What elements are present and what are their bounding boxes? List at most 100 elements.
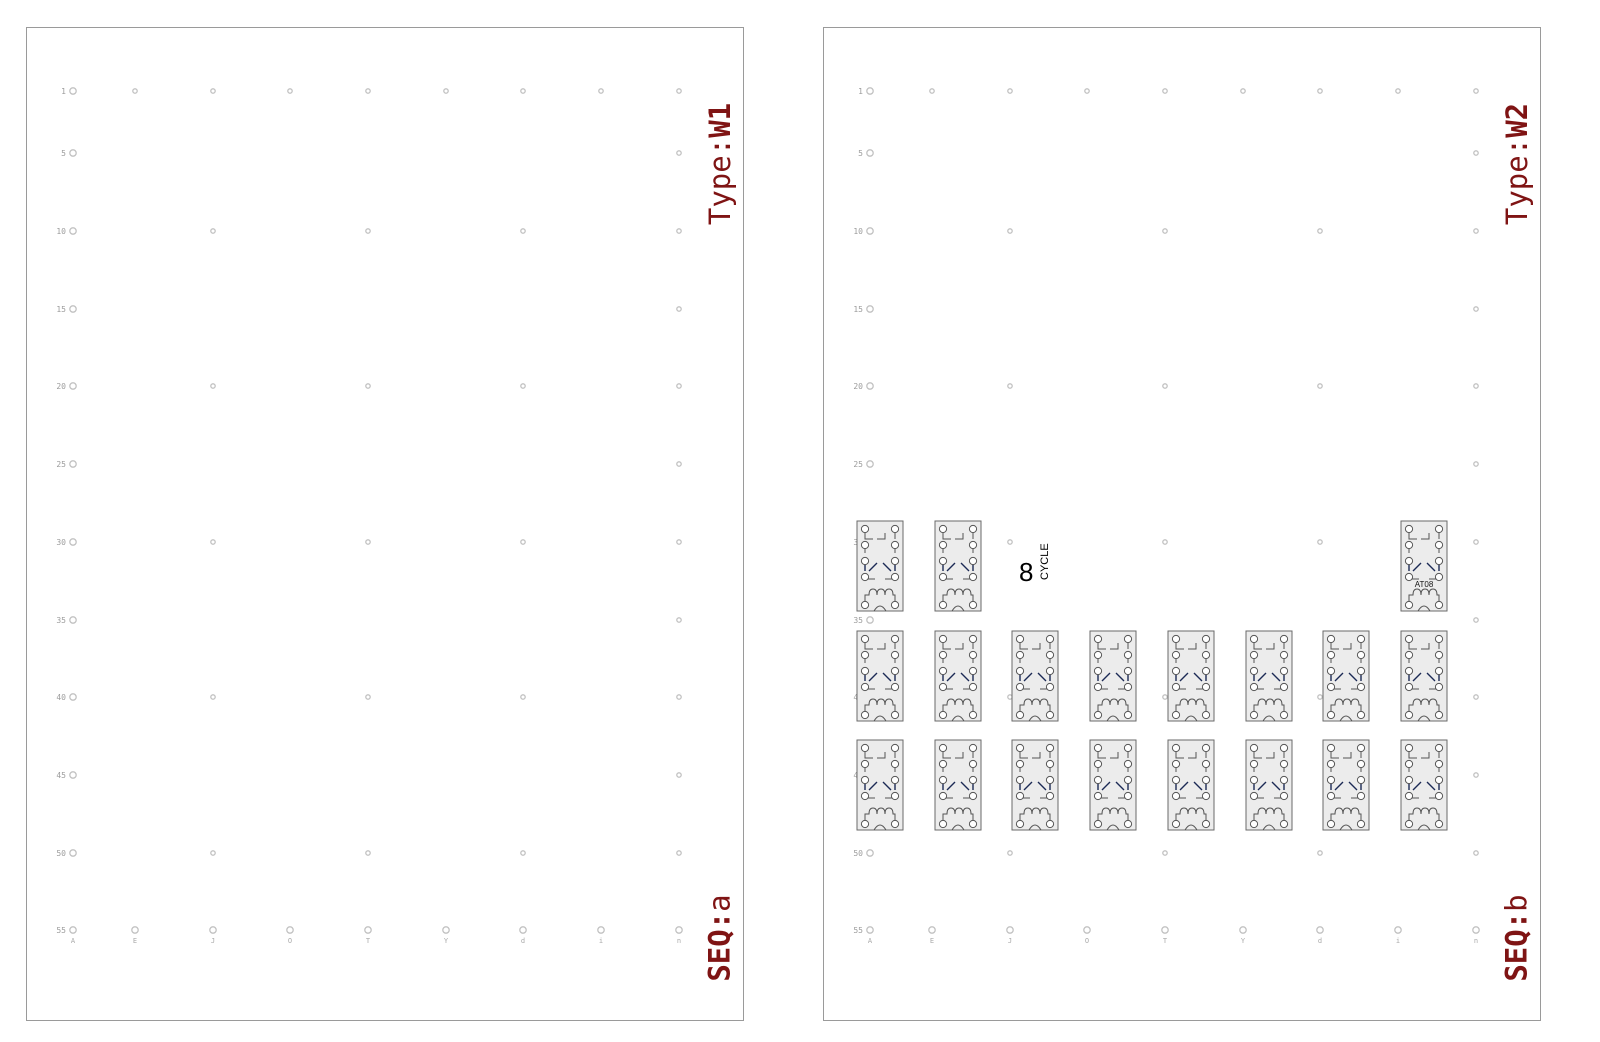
relay-pin bbox=[1326, 759, 1336, 769]
grid-hole bbox=[365, 694, 371, 700]
relay-pin bbox=[1249, 650, 1259, 660]
relay-pin bbox=[1404, 759, 1414, 769]
package-notch bbox=[1106, 824, 1120, 831]
relay-pin bbox=[938, 710, 948, 720]
relay-pin bbox=[1123, 759, 1133, 769]
row-label: 25 bbox=[56, 460, 66, 469]
relay-pin bbox=[1249, 666, 1259, 676]
type-key-b: Type: bbox=[1500, 137, 1535, 226]
contact-line bbox=[864, 752, 896, 759]
relay-pin bbox=[860, 710, 870, 720]
row-label: 5 bbox=[61, 149, 66, 158]
grid-hole bbox=[1161, 926, 1169, 934]
coil-symbol bbox=[864, 698, 896, 715]
row-label: 10 bbox=[56, 227, 66, 236]
relay-pin bbox=[1279, 682, 1289, 692]
grid-hole bbox=[365, 850, 371, 856]
relay-pin bbox=[1093, 791, 1103, 801]
coil-symbol bbox=[1019, 807, 1051, 824]
relay-pin bbox=[1249, 743, 1259, 753]
relay-pin bbox=[1045, 743, 1055, 753]
relay-pin bbox=[1045, 759, 1055, 769]
relay-pin bbox=[1093, 759, 1103, 769]
grid-hole bbox=[1317, 539, 1323, 545]
package-notch bbox=[873, 715, 887, 722]
relay-pin bbox=[1326, 743, 1336, 753]
contact-line bbox=[1097, 659, 1129, 663]
grid-hole bbox=[1317, 383, 1323, 389]
relay-pin bbox=[1249, 775, 1259, 785]
relay-pin bbox=[1249, 791, 1259, 801]
relay-pin bbox=[968, 682, 978, 692]
column-label: n bbox=[677, 937, 681, 945]
grid-hole bbox=[69, 87, 77, 95]
relay-pin bbox=[1123, 710, 1133, 720]
grid-hole bbox=[1317, 228, 1323, 234]
relay-body bbox=[934, 630, 982, 722]
cycle-annotation: 8 CYCLE bbox=[1019, 543, 1051, 587]
relay-pin bbox=[1123, 819, 1133, 829]
relay-pin bbox=[1201, 791, 1211, 801]
relay-pin bbox=[1045, 682, 1055, 692]
relay-pin bbox=[1279, 791, 1289, 801]
relay-pin bbox=[1279, 775, 1289, 785]
switch-arm bbox=[942, 561, 974, 572]
grid-hole bbox=[676, 539, 682, 545]
relay-pin bbox=[1201, 682, 1211, 692]
grid-hole bbox=[676, 694, 682, 700]
grid-hole bbox=[365, 383, 371, 389]
relay-pin bbox=[938, 524, 948, 534]
package-notch bbox=[1417, 605, 1431, 612]
grid-hole bbox=[210, 383, 216, 389]
relay-pin bbox=[1045, 775, 1055, 785]
type-key-a: Type: bbox=[703, 137, 738, 226]
relay-pin bbox=[1279, 666, 1289, 676]
relay-pin bbox=[1201, 819, 1211, 829]
relay-pin bbox=[1356, 666, 1366, 676]
relay-pin bbox=[1434, 540, 1444, 550]
switch-arm bbox=[1097, 671, 1129, 682]
relay-pin bbox=[890, 819, 900, 829]
relay-module bbox=[934, 520, 982, 612]
contact-line bbox=[1408, 768, 1440, 772]
grid-hole bbox=[866, 227, 874, 235]
seq-label-a: SEQ:a bbox=[703, 888, 737, 988]
package-notch bbox=[1106, 715, 1120, 722]
column-label: O bbox=[288, 937, 292, 945]
grid-hole bbox=[210, 88, 216, 94]
relay-body bbox=[856, 520, 904, 612]
relay-pin bbox=[1404, 650, 1414, 660]
relay-pin bbox=[890, 600, 900, 610]
column-label: J bbox=[1008, 937, 1012, 945]
grid-hole bbox=[1472, 926, 1480, 934]
relay-body bbox=[1011, 739, 1059, 831]
relay-pin bbox=[1249, 634, 1259, 644]
grid-hole bbox=[69, 926, 77, 934]
row-label: 15 bbox=[853, 305, 863, 314]
grid-hole bbox=[1317, 694, 1323, 700]
switch-arm bbox=[1408, 671, 1440, 682]
relay-pin bbox=[968, 600, 978, 610]
relay-pin bbox=[1015, 759, 1025, 769]
relay-pin bbox=[1123, 682, 1133, 692]
row-label: 20 bbox=[853, 382, 863, 391]
contact-line bbox=[1253, 752, 1285, 759]
grid-hole bbox=[1007, 383, 1013, 389]
coil-symbol bbox=[864, 588, 896, 605]
relay-module bbox=[856, 739, 904, 831]
relay-pin bbox=[968, 650, 978, 660]
relay-pin bbox=[860, 524, 870, 534]
grid-hole bbox=[69, 460, 77, 468]
package-notch bbox=[1184, 715, 1198, 722]
package-notch bbox=[1028, 824, 1042, 831]
coil-symbol bbox=[1175, 807, 1207, 824]
grid-hole bbox=[1316, 926, 1324, 934]
relay-pin bbox=[1356, 775, 1366, 785]
column-label: A bbox=[868, 937, 873, 945]
relay-pin bbox=[1093, 743, 1103, 753]
row-label: 40 bbox=[56, 693, 66, 702]
row-label: 1 bbox=[61, 87, 66, 96]
grid-hole bbox=[676, 850, 682, 856]
relay-module bbox=[1322, 739, 1370, 831]
contact-line bbox=[1330, 643, 1362, 650]
